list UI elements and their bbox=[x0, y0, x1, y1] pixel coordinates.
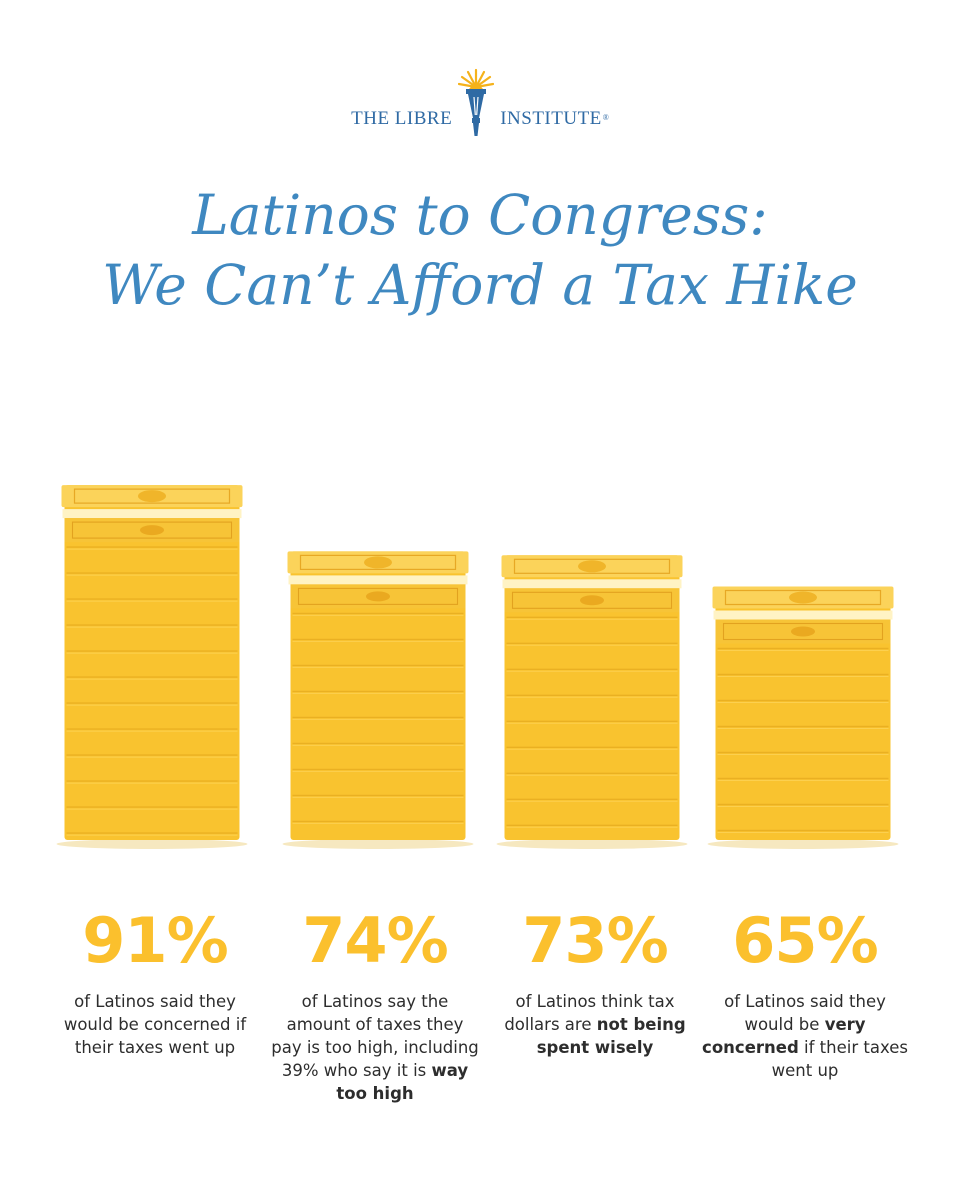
money-band bbox=[502, 579, 682, 589]
bill-border bbox=[297, 587, 459, 605]
bill-border bbox=[724, 589, 882, 606]
bill-border bbox=[71, 521, 233, 539]
stack-shadow bbox=[707, 839, 899, 849]
stat-emphasis: very concerned bbox=[702, 1015, 866, 1058]
stat-emphasis: way too high bbox=[336, 1061, 469, 1104]
brand-logo: THE LIBRE INSTITUTE ® bbox=[0, 68, 960, 138]
stat-text: if their taxes went up bbox=[771, 1038, 908, 1081]
stat-emphasis: not being spent wisely bbox=[536, 1015, 686, 1058]
stat-block-4: 65% of Latinos said they would be very c… bbox=[700, 910, 910, 1082]
stat-value: 65% bbox=[732, 904, 878, 977]
bill-seal bbox=[140, 525, 164, 536]
bill-seal bbox=[364, 556, 392, 569]
bill-seal bbox=[580, 595, 604, 606]
money-band bbox=[713, 610, 893, 620]
money-stack-bar bbox=[496, 555, 688, 849]
stat-text: of Latinos said they would be concerned … bbox=[63, 992, 247, 1058]
stack-shadow bbox=[496, 839, 688, 849]
headline: Latinos to Congress: We Can’t Afford a T… bbox=[0, 180, 960, 321]
brand-name-left: THE LIBRE bbox=[351, 108, 453, 129]
money-stack-chart bbox=[56, 485, 899, 849]
stat-block-1: 91% of Latinos said they would be concer… bbox=[50, 910, 260, 1059]
stat-text: of Latinos said they would be bbox=[724, 992, 886, 1035]
bill-border bbox=[511, 591, 673, 609]
stat-block-2: 74% of Latinos say the amount of taxes t… bbox=[270, 910, 480, 1105]
headline-line-2: We Can’t Afford a Tax Hike bbox=[102, 253, 858, 318]
bill-border bbox=[722, 622, 884, 641]
bill-seal bbox=[366, 591, 390, 602]
stat-description: of Latinos said they would be very conce… bbox=[700, 990, 910, 1082]
money-band bbox=[62, 509, 242, 519]
money-stack-bar bbox=[282, 551, 474, 849]
bill-border bbox=[299, 554, 457, 570]
bill-seal bbox=[138, 490, 166, 503]
stack-body bbox=[64, 485, 240, 840]
money-stack-bar bbox=[707, 586, 899, 849]
stat-block-3: 73% of Latinos think tax dollars are not… bbox=[490, 910, 700, 1059]
bill-border bbox=[73, 488, 231, 504]
stack-shadow bbox=[282, 839, 474, 849]
stat-description: of Latinos said they would be concerned … bbox=[50, 990, 260, 1059]
stack-body bbox=[290, 551, 466, 840]
stack-body bbox=[715, 586, 891, 840]
headline-line-1: Latinos to Congress: bbox=[192, 183, 768, 247]
bill-seal bbox=[791, 626, 815, 637]
bill-seal bbox=[578, 560, 606, 573]
money-stack-bar bbox=[56, 485, 248, 849]
stat-description: of Latinos think tax dollars are not bei… bbox=[490, 990, 700, 1059]
bill-seal bbox=[789, 591, 817, 604]
stat-value: 73% bbox=[522, 904, 668, 977]
stat-description: of Latinos say the amount of taxes they … bbox=[270, 990, 480, 1105]
stat-value: 74% bbox=[302, 904, 448, 977]
stat-text: of Latinos think tax dollars are bbox=[504, 992, 675, 1035]
money-band bbox=[288, 575, 468, 585]
brand-name-right: INSTITUTE bbox=[500, 108, 602, 129]
bill-border bbox=[513, 558, 671, 574]
registered-mark: ® bbox=[602, 113, 609, 122]
stack-shadow bbox=[56, 839, 248, 849]
stat-text: of Latinos say the amount of taxes they … bbox=[271, 992, 479, 1081]
torch-icon bbox=[458, 68, 495, 136]
stat-value: 91% bbox=[82, 904, 228, 977]
